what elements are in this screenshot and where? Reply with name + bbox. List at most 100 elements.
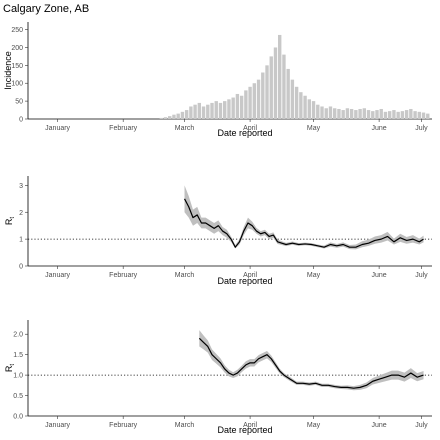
- incidence-bar: [290, 79, 295, 119]
- y-tick-label: 0: [19, 264, 23, 271]
- incidence-bar: [396, 111, 400, 119]
- x-tick-label: April: [243, 422, 257, 429]
- incidence-bar: [159, 117, 163, 119]
- incidence-bar: [324, 108, 328, 119]
- x-tick-label: May: [307, 422, 321, 429]
- incidence-panel: 0 50 100 150 200 250 January February March April…: [3, 22, 432, 138]
- rt-panel-1: 0 1 2 3 January February March April May June July…: [4, 176, 432, 286]
- x-tick-label: July: [415, 422, 428, 429]
- x-tick-label: March: [175, 272, 195, 279]
- incidence-bar: [214, 101, 218, 119]
- x-tick-label: May: [307, 125, 321, 132]
- incidence-bar: [239, 95, 244, 119]
- incidence-bar: [294, 86, 299, 119]
- y-tick-label: 250: [11, 27, 23, 34]
- chart-title: Calgary Zone, AB: [3, 3, 89, 15]
- incidence-bar: [218, 102, 223, 119]
- y-tick-label: 0.0: [13, 414, 23, 421]
- y-tick-label: 0: [19, 117, 23, 124]
- incidence-bar: [409, 108, 413, 119]
- incidence-bar: [320, 106, 324, 119]
- incidence-bar: [426, 113, 430, 119]
- x-tick-label: February: [109, 422, 138, 429]
- incidence-bar: [197, 102, 202, 119]
- incidence-bar: [311, 101, 316, 119]
- confidence-ribbon: [199, 330, 424, 391]
- incidence-bar: [206, 104, 210, 119]
- x-tick-label: July: [415, 125, 428, 132]
- incidence-bar: [244, 90, 248, 119]
- incidence-bar: [375, 110, 379, 119]
- y-tick-label: 2: [19, 210, 23, 217]
- y-axis-title: Incidence: [3, 51, 13, 90]
- x-tick-label: March: [175, 125, 195, 132]
- incidence-bar: [231, 97, 235, 119]
- incidence-bar: [413, 111, 417, 119]
- incidence-bar: [201, 106, 206, 119]
- y-tick-label: 150: [11, 63, 23, 70]
- y-tick-label: 1.5: [13, 352, 23, 359]
- x-axis-title: Date reported: [217, 276, 272, 286]
- incidence-bar: [184, 110, 189, 119]
- incidence-bar: [252, 83, 257, 119]
- incidence-bar: [256, 79, 261, 119]
- x-tick-label: May: [307, 272, 321, 279]
- incidence-bar: [392, 110, 396, 119]
- y-tick-label: 200: [11, 45, 23, 52]
- x-tick-label: February: [109, 125, 138, 132]
- incidence-bar: [176, 113, 180, 119]
- x-tick-label: June: [372, 272, 387, 279]
- x-tick-label: January: [45, 272, 70, 279]
- incidence-bar: [417, 111, 422, 119]
- incidence-bar: [366, 110, 371, 119]
- y-tick-label: 1.0: [13, 373, 23, 380]
- incidence-bar: [383, 111, 388, 119]
- x-tick-label: July: [415, 272, 428, 279]
- incidence-bar: [227, 99, 231, 119]
- incidence-bar: [404, 110, 409, 119]
- incidence-bar: [388, 111, 392, 119]
- incidence-bar: [337, 108, 341, 119]
- incidence-bar: [341, 110, 345, 119]
- incidence-bar: [371, 111, 375, 119]
- y-tick-label: 2.0: [13, 332, 23, 339]
- rt-series-line: [198, 337, 424, 389]
- y-tick-label: 1: [19, 237, 23, 244]
- incidence-bar: [273, 47, 278, 119]
- x-tick-label: April: [243, 272, 257, 279]
- incidence-bar: [316, 104, 320, 119]
- incidence-bar: [333, 108, 337, 119]
- incidence-bar: [328, 106, 333, 119]
- incidence-bar: [362, 108, 367, 119]
- incidence-bar: [269, 56, 273, 119]
- incidence-bar: [248, 86, 252, 119]
- x-tick-label: April: [243, 125, 257, 132]
- incidence-bar: [379, 108, 383, 119]
- x-axis-title: Date reported: [217, 425, 272, 435]
- x-tick-label: January: [45, 422, 70, 429]
- incidence-bar: [354, 110, 358, 119]
- x-axis-title: Date reported: [217, 128, 272, 138]
- incidence-bar: [210, 102, 214, 119]
- x-tick-label: March: [175, 422, 195, 429]
- incidence-bar: [180, 111, 185, 119]
- incidence-bar: [400, 111, 405, 119]
- incidence-bar: [168, 116, 172, 119]
- x-tick-label: February: [109, 272, 138, 279]
- incidence-bar: [307, 99, 312, 119]
- incidence-bar: [286, 68, 290, 119]
- incidence-bar: [172, 114, 176, 119]
- y-tick-label: 0.5: [13, 393, 23, 400]
- y-tick-label: 3: [19, 183, 23, 190]
- x-tick-label: June: [372, 422, 387, 429]
- incidence-bar: [421, 112, 426, 119]
- incidence-bar: [345, 108, 350, 119]
- y-tick-label: 100: [11, 81, 23, 88]
- incidence-bar: [282, 54, 286, 119]
- incidence-bar: [265, 65, 269, 119]
- rt-panel-2: 0.0 0.5 1.0 1.5 2.0 January February March April…: [4, 320, 432, 435]
- incidence-bar: [189, 106, 193, 119]
- incidence-bar: [193, 104, 197, 119]
- rt-series-line: [183, 198, 424, 248]
